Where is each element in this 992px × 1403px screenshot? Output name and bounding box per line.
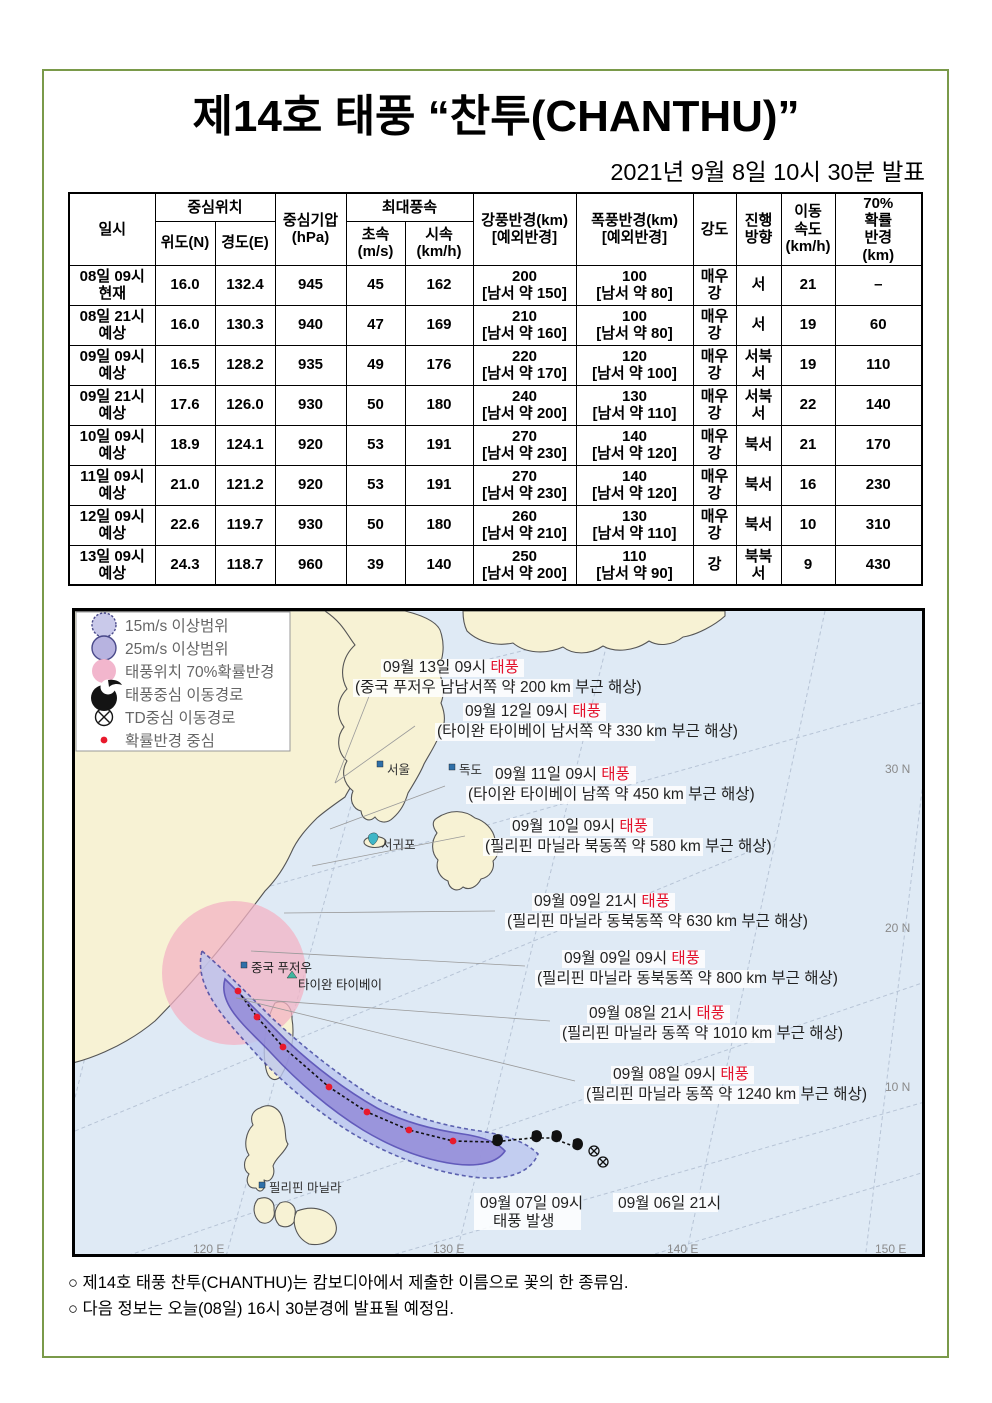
svg-text:09월 13일 09시 태풍: 09월 13일 09시 태풍 <box>383 658 519 676</box>
svg-text:(타이완 타이베이 남서쪽 약 330 km 부근 해상): (타이완 타이베이 남서쪽 약 330 km 부근 해상) <box>437 722 738 740</box>
svg-text:20 N: 20 N <box>885 921 910 935</box>
svg-text:(필리핀 마닐라 동북동쪽 약 800 km 부근 해상): (필리핀 마닐라 동북동쪽 약 800 km 부근 해상) <box>537 969 838 987</box>
svg-text:09월 09일 09시 태풍: 09월 09일 09시 태풍 <box>564 949 700 967</box>
svg-text:태풍 발생: 태풍 발생 <box>493 1212 554 1230</box>
svg-text:25m/s 이상범위: 25m/s 이상범위 <box>125 640 229 658</box>
svg-text:09월 11일 09시 태풍: 09월 11일 09시 태풍 <box>495 765 630 783</box>
svg-text:130 E: 130 E <box>433 1242 464 1256</box>
svg-text:태풍중심 이동경로: 태풍중심 이동경로 <box>125 686 243 704</box>
svg-text:30 N: 30 N <box>885 762 910 776</box>
svg-text:확률반경 중심: 확률반경 중심 <box>125 732 215 750</box>
svg-text:09월 09일 21시 태풍: 09월 09일 21시 태풍 <box>534 892 670 910</box>
svg-text:09월 10일 09시 태풍: 09월 10일 09시 태풍 <box>512 817 648 835</box>
svg-text:태풍위치 70%확률반경: 태풍위치 70%확률반경 <box>125 663 274 681</box>
svg-text:(필리핀 마닐라 북동쪽 약 580 km 부근 해상): (필리핀 마닐라 북동쪽 약 580 km 부근 해상) <box>485 837 772 855</box>
svg-text:09월 07일 09시: 09월 07일 09시 <box>480 1194 583 1212</box>
svg-text:중국 푸저우: 중국 푸저우 <box>251 961 312 975</box>
svg-text:(필리핀 마닐라 동쪽 약 1010 km 부근 해상): (필리핀 마닐라 동쪽 약 1010 km 부근 해상) <box>562 1024 843 1042</box>
svg-text:(중국 푸저우 남남서쪽 약 200 km 부근 해상): (중국 푸저우 남남서쪽 약 200 km 부근 해상) <box>355 678 642 696</box>
svg-text:서울: 서울 <box>387 763 410 777</box>
svg-text:09월 08일 09시 태풍: 09월 08일 09시 태풍 <box>613 1065 749 1083</box>
svg-text:09월 06일 21시: 09월 06일 21시 <box>618 1194 721 1212</box>
svg-text:15m/s 이상범위: 15m/s 이상범위 <box>125 617 229 635</box>
svg-text:TD중심 이동경로: TD중심 이동경로 <box>125 709 236 727</box>
svg-text:서귀포: 서귀포 <box>381 838 416 852</box>
svg-text:(필리핀 마닐라 동북동쪽 약 630 km 부근 해상): (필리핀 마닐라 동북동쪽 약 630 km 부근 해상) <box>507 912 808 930</box>
svg-text:10 N: 10 N <box>885 1080 910 1094</box>
svg-text:09월 08일 21시 태풍: 09월 08일 21시 태풍 <box>589 1004 725 1022</box>
svg-text:독도: 독도 <box>459 763 482 777</box>
svg-text:150 E: 150 E <box>875 1242 906 1256</box>
svg-text:09월 12일 09시 태풍: 09월 12일 09시 태풍 <box>465 702 601 720</box>
svg-text:140 E: 140 E <box>667 1242 698 1256</box>
svg-text:(타이완 타이베이 남쪽 약 450 km 부근 해상): (타이완 타이베이 남쪽 약 450 km 부근 해상) <box>468 785 755 803</box>
svg-text:필리핀 마닐라: 필리핀 마닐라 <box>269 1181 342 1195</box>
svg-text:(필리핀 마닐라 동쪽 약 1240 km 부근 해상): (필리핀 마닐라 동쪽 약 1240 km 부근 해상) <box>586 1085 867 1103</box>
svg-text:120 E: 120 E <box>193 1242 224 1256</box>
svg-text:타이완 타이베이: 타이완 타이베이 <box>298 978 382 992</box>
